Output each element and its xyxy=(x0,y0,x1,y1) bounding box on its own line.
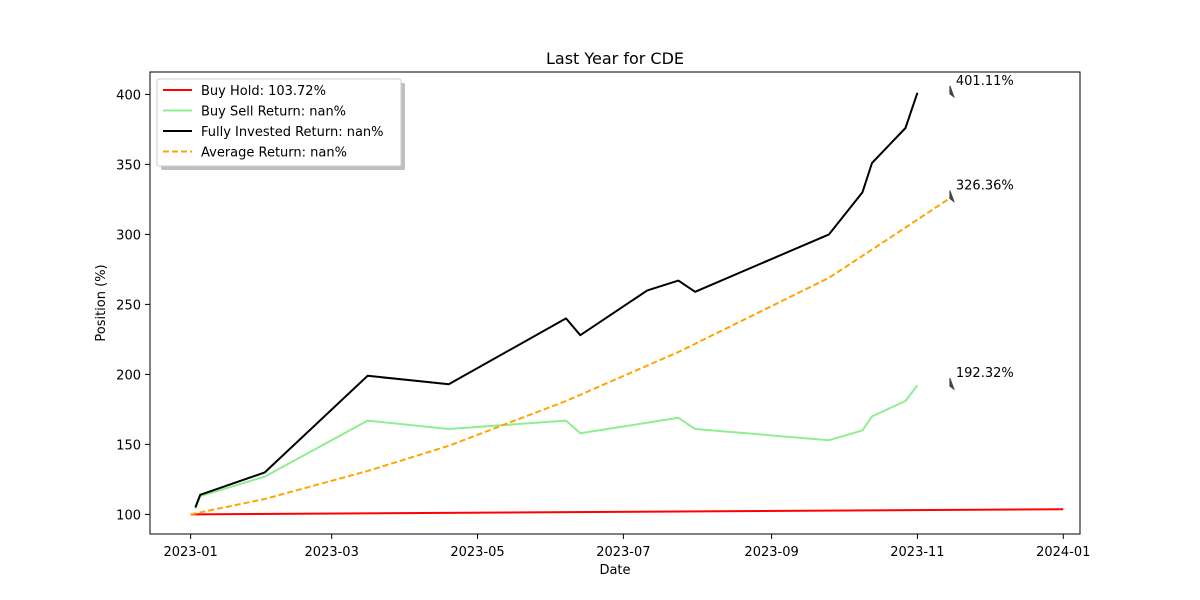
y-tick-label: 400 xyxy=(116,88,141,103)
legend-box xyxy=(156,78,402,167)
annotation-label: 401.11% xyxy=(956,74,1014,89)
annotation-label: 192.32% xyxy=(956,366,1014,381)
y-tick-label: 250 xyxy=(116,298,141,313)
legend-entry-label: Buy Sell Return: nan% xyxy=(201,105,346,120)
x-tick-label: 2023-01 xyxy=(163,545,217,560)
x-tick-label: 2023-07 xyxy=(596,545,650,560)
legend: Buy Hold: 103.72% Buy Sell Return: nan% Fu… xyxy=(156,78,405,170)
annotation-arrow xyxy=(949,85,955,99)
series-line-2 xyxy=(194,92,919,508)
x-tick-label: 2024-01 xyxy=(1036,545,1090,560)
legend-entry-label: Fully Invested Return: nan% xyxy=(201,125,384,140)
annotation-layer: 401.11% 326.36% 192.32% xyxy=(949,74,1014,391)
series-layer xyxy=(190,92,1064,516)
x-axis: 2023-01 2023-03 2023-05 2023-07 2023-09 2023-… xyxy=(163,534,1090,560)
y-tick-label: 350 xyxy=(116,158,141,173)
annotation-label: 326.36% xyxy=(956,178,1014,193)
x-axis-label: Date xyxy=(599,563,630,578)
x-tick-label: 2023-09 xyxy=(744,545,798,560)
annotation-arrow xyxy=(949,190,955,203)
y-tick-label: 100 xyxy=(116,508,141,523)
y-axis: 100 150 200 250 300 350 400 xyxy=(116,88,150,523)
y-tick-label: 300 xyxy=(116,228,141,243)
y-tick-label: 200 xyxy=(116,368,141,383)
chart-title: Last Year for CDE xyxy=(546,49,684,68)
series-line-3 xyxy=(190,196,952,516)
series-line-1 xyxy=(194,384,919,510)
legend-entry-label: Average Return: nan% xyxy=(201,146,347,161)
y-tick-label: 150 xyxy=(116,438,141,453)
series-line-0 xyxy=(190,508,1064,516)
legend-items: Buy Hold: 103.72% Buy Sell Return: nan% Fu… xyxy=(163,84,384,161)
plot-frame xyxy=(149,71,1081,535)
y-axis-label: Position (%) xyxy=(94,264,109,341)
x-tick-label: 2023-05 xyxy=(450,545,504,560)
x-tick-label: 2023-03 xyxy=(305,545,359,560)
x-tick-label: 2023-11 xyxy=(890,545,944,560)
legend-entry-label: Buy Hold: 103.72% xyxy=(201,84,326,99)
annotation-arrow xyxy=(949,377,955,391)
